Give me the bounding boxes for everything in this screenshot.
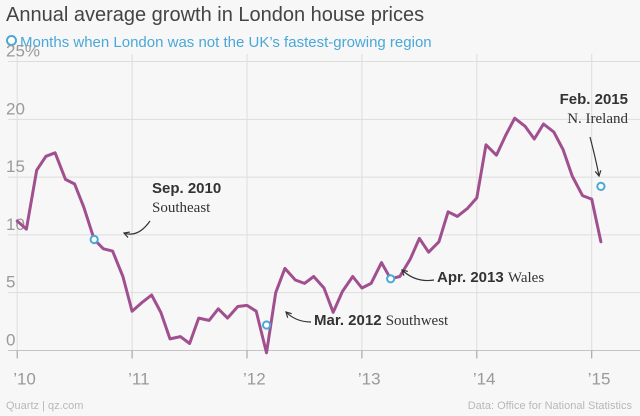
gridlines xyxy=(8,54,640,351)
y-tick-label: 25% xyxy=(6,42,40,61)
series-layer xyxy=(15,116,603,355)
highlight-marker xyxy=(89,234,99,245)
annotation-arrow xyxy=(589,136,600,177)
highlight-marker xyxy=(386,274,396,284)
x-tick-label: ’10 xyxy=(13,369,36,388)
y-tick-label: 20 xyxy=(6,99,25,118)
annotation-arrow xyxy=(285,311,312,323)
credit-text: Quartz | qz.com xyxy=(6,400,84,412)
annotation-date: Feb. 2015 xyxy=(560,91,628,108)
y-tick-label: 10 xyxy=(6,215,25,234)
annotation-arrow xyxy=(123,220,151,235)
chart-title: Annual average growth in London house pr… xyxy=(6,4,425,26)
annotation-arrowhead xyxy=(401,269,408,276)
highlight-marker xyxy=(596,181,606,191)
series-line xyxy=(15,116,603,355)
source-text: Data: Office for National Statistics xyxy=(467,400,632,412)
x-tick-label: ’13 xyxy=(358,369,381,388)
x-tick-label: ’14 xyxy=(473,369,496,388)
annotation-region: Wales xyxy=(508,270,544,286)
annotation-label: Apr. 2013 Wales xyxy=(437,269,544,286)
annotation-arrowhead xyxy=(122,231,131,238)
y-tick-label: 0 xyxy=(6,330,15,349)
y-tick-label: 5 xyxy=(6,273,15,292)
annotation-region: N. Ireland xyxy=(567,111,628,127)
legend-subtitle: Months when London was not the UK’s fast… xyxy=(6,34,432,51)
highlight-marker xyxy=(261,320,272,330)
legend-label: Months when London was not the UK’s fast… xyxy=(20,34,432,51)
annotation-label: Mar. 2012 Southwest xyxy=(314,312,449,329)
x-tick-label: ’11 xyxy=(128,369,149,388)
x-tick-label: ’12 xyxy=(243,369,266,388)
annotation-region: Southeast xyxy=(152,200,211,216)
y-tick-label: 15 xyxy=(6,157,25,176)
annotation-arrowhead xyxy=(285,311,292,318)
annotation-date: Sep. 2010 xyxy=(152,180,221,197)
legend-marker-icon xyxy=(6,35,17,46)
axes: 0 5 10 15 20 25% ’10 ’11 ’12 ’13 ’14 ’15 xyxy=(6,42,610,389)
annotation-date: Apr. 2013 xyxy=(437,269,508,286)
annotations: Sep. 2010 Southeast Mar. 2012 Southwest Apr… xyxy=(89,91,628,330)
annotation-date: Mar. 2012 xyxy=(314,312,386,329)
x-tick-label: ’15 xyxy=(588,369,611,388)
annotation-arrowhead xyxy=(594,170,602,178)
annotation-region: Southwest xyxy=(386,313,449,329)
annotation-arrow xyxy=(401,269,435,282)
